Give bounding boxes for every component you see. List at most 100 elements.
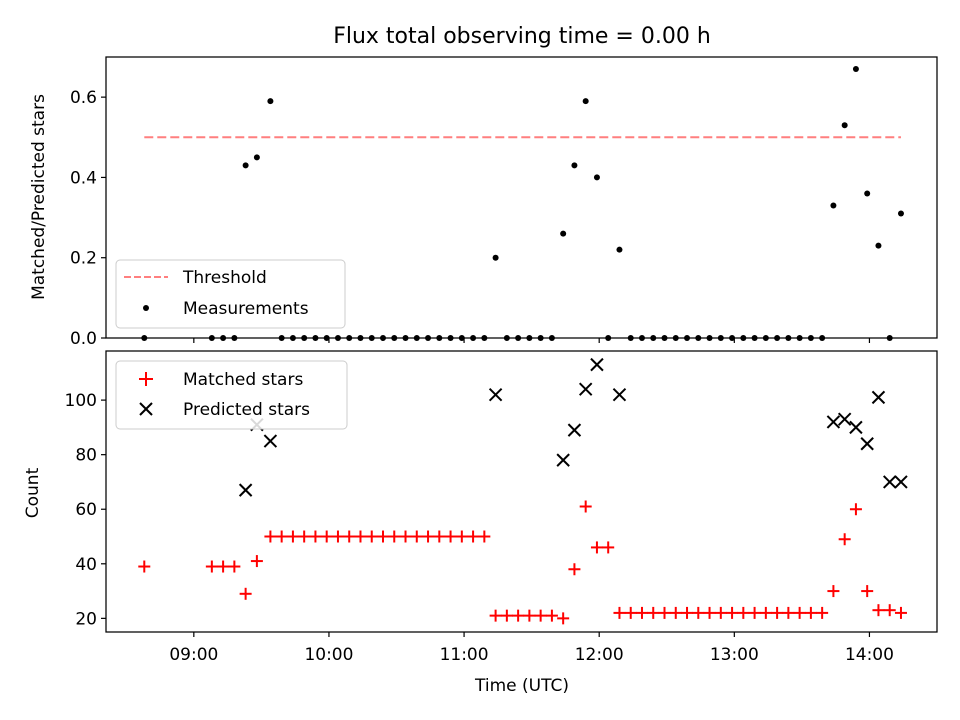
- predicted-point: [883, 475, 897, 489]
- measurement-point: [852, 66, 859, 73]
- predicted-point: [556, 453, 570, 467]
- matched-point: [388, 530, 401, 543]
- matched-point: [613, 606, 626, 619]
- predicted-point: [837, 412, 852, 426]
- matched-point: [726, 606, 739, 619]
- count-panel: 20 40 60 80 100 09:00 10:00 11:00 12:00 13:00 14:…: [23, 350, 938, 696]
- measurement-point: [492, 254, 499, 261]
- ratio-legend-box: [115, 259, 346, 329]
- count-legend-box: [115, 360, 348, 430]
- matched-point: [377, 530, 389, 543]
- predicted-point: [849, 420, 863, 435]
- matched-point: [365, 530, 378, 543]
- predicted-point: [263, 434, 278, 448]
- measurement-point: [571, 162, 578, 169]
- predicted-point: [567, 423, 582, 437]
- matched-point: [250, 555, 263, 568]
- matched-point: [647, 606, 660, 619]
- matched-point: [681, 606, 694, 619]
- matched-point: [838, 533, 851, 546]
- matched-point: [692, 606, 705, 619]
- ratio-legend[interactable]: Threshold Measurements: [115, 259, 346, 329]
- matched-point: [793, 606, 806, 619]
- y-tick-label: 40: [75, 555, 97, 575]
- matched-point: [138, 560, 151, 573]
- measurement-point: [267, 98, 274, 105]
- measurement-point: [875, 242, 882, 249]
- chart-title: Flux total observing time = 0.00 h: [333, 24, 711, 49]
- matched-point: [872, 604, 885, 617]
- predicted-point: [894, 475, 908, 489]
- matched-point: [849, 503, 862, 516]
- ratio-y-axis-label: Matched/Predicted stars: [29, 94, 49, 300]
- y-tick-label: 0.4: [70, 168, 97, 188]
- matched-point: [433, 530, 446, 543]
- matched-point: [557, 612, 570, 625]
- matched-point: [399, 530, 412, 543]
- count-plot-marks: [138, 357, 908, 625]
- measurements-legend-label: Measurements: [183, 299, 309, 319]
- threshold-legend-label: Threshold: [182, 268, 267, 288]
- measurement-point: [864, 190, 871, 197]
- matched-point: [275, 530, 288, 543]
- measurement-point: [593, 174, 600, 181]
- matched-point: [500, 609, 513, 622]
- predicted-point: [860, 437, 874, 451]
- matched-point: [579, 500, 592, 513]
- matched-point: [444, 530, 457, 543]
- y-tick-label: 0.0: [70, 329, 97, 349]
- matched-point: [217, 560, 230, 573]
- matched-point: [228, 560, 241, 573]
- matched-point: [759, 606, 772, 619]
- ratio-panel: 0.0 0.2 0.4 0.6 Matched/Predicted stars Thr…: [29, 56, 938, 349]
- matched-point: [861, 585, 874, 598]
- predicted-point: [826, 415, 841, 429]
- matched-point: [590, 541, 603, 554]
- predicted-point: [238, 483, 253, 497]
- matched-point: [343, 530, 356, 543]
- matched-point: [658, 606, 671, 619]
- matched-point: [309, 530, 322, 543]
- matched-point: [422, 530, 435, 543]
- measurement-point: [582, 98, 589, 105]
- matched-legend-label: Matched stars: [183, 370, 303, 390]
- y-tick-label: 20: [75, 609, 97, 629]
- matched-point: [467, 530, 480, 543]
- matched-point: [703, 606, 716, 619]
- matched-point: [602, 541, 615, 554]
- x-tick-label: 10:00: [304, 645, 353, 665]
- y-tick-label: 60: [75, 500, 97, 520]
- matched-point: [827, 585, 840, 598]
- ratio-x-ticks: [193, 338, 871, 343]
- matched-point: [545, 609, 558, 622]
- matched-point: [239, 587, 252, 600]
- matched-point: [455, 530, 468, 543]
- x-tick-label: 09:00: [169, 645, 218, 665]
- x-tick-label: 11:00: [440, 645, 489, 665]
- x-tick-label: 13:00: [710, 645, 759, 665]
- y-tick-label: 100: [65, 391, 97, 411]
- ratio-y-ticks: 0.0 0.2 0.4 0.6: [70, 88, 106, 349]
- x-tick-label: 12:00: [575, 645, 624, 665]
- matched-point: [883, 604, 896, 617]
- predicted-point: [578, 382, 593, 396]
- y-tick-label: 80: [75, 446, 97, 466]
- matched-point: [512, 609, 525, 622]
- measurement-point: [242, 162, 249, 169]
- matched-point: [714, 606, 727, 619]
- matched-point: [635, 606, 648, 619]
- predicted-point: [871, 390, 886, 405]
- matched-point: [354, 530, 367, 543]
- x-tick-label: 14:00: [845, 645, 894, 665]
- count-x-ticks: 09:00 10:00 11:00 12:00 13:00 14:00: [169, 632, 894, 665]
- matched-point: [489, 609, 502, 622]
- measurement-point: [897, 210, 904, 217]
- count-y-ticks: 20 40 60 80 100: [65, 391, 106, 629]
- matched-point: [894, 606, 907, 619]
- matched-point: [205, 560, 218, 573]
- matched-legend-swatch: [139, 372, 153, 386]
- count-legend[interactable]: Matched stars Predicted stars: [115, 360, 348, 430]
- matched-point: [624, 606, 637, 619]
